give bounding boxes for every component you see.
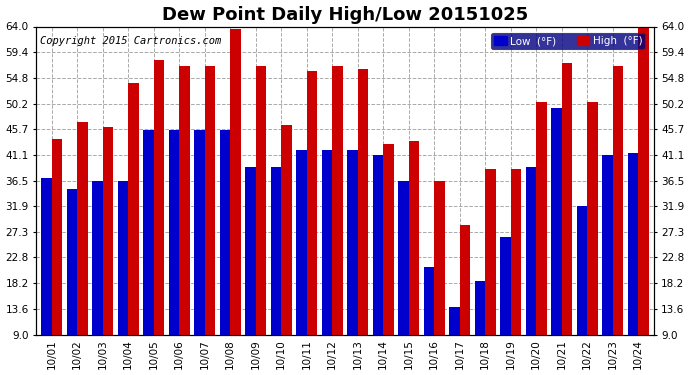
Bar — [435, 181, 444, 335]
Bar — [638, 27, 649, 335]
Bar — [536, 102, 546, 335]
Bar — [526, 166, 536, 335]
Legend: Low  (°F), High  (°F): Low (°F), High (°F) — [491, 33, 645, 50]
Bar — [282, 124, 292, 335]
Bar — [577, 206, 587, 335]
Bar — [384, 144, 393, 335]
Bar — [144, 130, 154, 335]
Bar — [230, 29, 241, 335]
Bar — [500, 237, 511, 335]
Bar — [67, 189, 77, 335]
Bar — [424, 267, 434, 335]
Bar — [118, 181, 128, 335]
Bar — [485, 170, 495, 335]
Bar — [628, 153, 638, 335]
Text: Copyright 2015 Cartronics.com: Copyright 2015 Cartronics.com — [39, 36, 221, 46]
Bar — [511, 170, 521, 335]
Bar — [169, 130, 179, 335]
Bar — [154, 60, 164, 335]
Bar — [551, 108, 562, 335]
Bar — [358, 69, 368, 335]
Bar — [205, 66, 215, 335]
Bar — [195, 130, 205, 335]
Bar — [449, 307, 460, 335]
Bar — [373, 155, 383, 335]
Bar — [220, 130, 230, 335]
Bar — [348, 150, 357, 335]
Bar — [179, 66, 190, 335]
Bar — [398, 181, 408, 335]
Bar — [460, 225, 470, 335]
Bar — [77, 122, 88, 335]
Bar — [613, 66, 623, 335]
Bar — [587, 102, 598, 335]
Bar — [256, 66, 266, 335]
Bar — [322, 150, 332, 335]
Bar — [475, 282, 485, 335]
Bar — [602, 155, 613, 335]
Bar — [103, 128, 113, 335]
Title: Dew Point Daily High/Low 20151025: Dew Point Daily High/Low 20151025 — [162, 6, 528, 24]
Bar — [297, 150, 306, 335]
Bar — [92, 181, 103, 335]
Bar — [41, 178, 52, 335]
Bar — [52, 139, 62, 335]
Bar — [562, 63, 572, 335]
Bar — [246, 166, 255, 335]
Bar — [271, 166, 281, 335]
Bar — [128, 82, 139, 335]
Bar — [333, 66, 342, 335]
Bar — [307, 71, 317, 335]
Bar — [409, 141, 419, 335]
